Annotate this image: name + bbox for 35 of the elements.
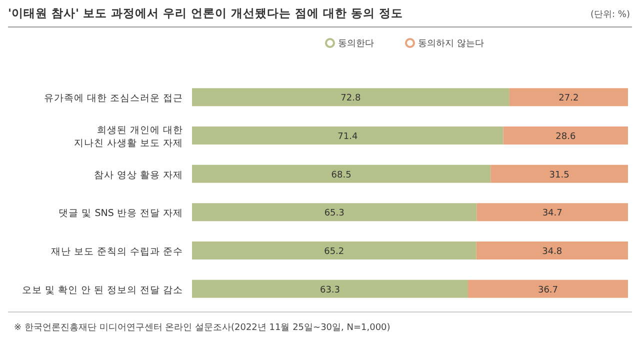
y-tick-label: 댓글 및 SNS 반응 전달 자제 (58, 208, 183, 220)
bar (476, 203, 628, 222)
data-label: 31.5 (549, 170, 570, 180)
data-label: 27.2 (558, 94, 579, 104)
bar (192, 164, 491, 183)
data-label: 28.6 (556, 132, 576, 142)
bar (192, 126, 504, 144)
y-tick-label: 오보 및 확인 안 된 정보의 전달 감소 (22, 284, 183, 296)
bar (192, 88, 510, 106)
legend-label: 동의하지 않는다 (418, 39, 484, 49)
bar (503, 126, 628, 144)
y-tick-label: 재난 보도 준칙의 수립과 준수 (50, 246, 183, 258)
data-label: 71.4 (338, 132, 358, 142)
data-label: 36.7 (538, 285, 558, 296)
data-label: 72.8 (340, 94, 361, 104)
data-label: 34.8 (542, 247, 562, 257)
bar (476, 242, 628, 260)
data-label: 63.3 (320, 285, 340, 296)
y-tick-label: 유가족에 대한 조심스러운 접근 (44, 93, 183, 104)
text: (단위: %) (590, 10, 630, 20)
bar (468, 280, 628, 298)
chart-title: '이태원 참사' 보도 과정에서 우리 언론이 개선됐다는 점에 대한 동의 정도 (8, 6, 404, 20)
y-tick-label: 참사 영상 활용 자제 (94, 170, 183, 181)
y-tick-label: 희생된 개인에 대한 지나친 사생활 보도 자제 (74, 125, 183, 149)
bar (192, 242, 476, 260)
data-label: 65.3 (324, 208, 344, 219)
bar (192, 203, 477, 222)
text: ※ 한국언론진흥재단 미디어연구센터 온라인 설문조사(2022년 11월 25일~30일, N=1,000) (14, 323, 390, 333)
legend-label: 동의한다 (338, 39, 374, 49)
data-label: 65.2 (324, 247, 344, 257)
bar (509, 88, 628, 106)
data-label: 68.5 (331, 170, 352, 180)
bar (490, 164, 628, 183)
bar (192, 280, 468, 298)
data-label: 34.7 (542, 208, 562, 219)
